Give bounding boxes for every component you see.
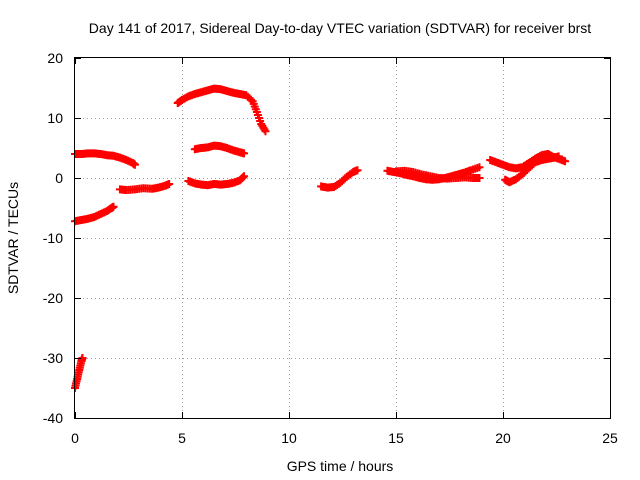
series-arc-10 (392, 166, 484, 183)
plot-border (74, 57, 611, 419)
data-point (261, 127, 270, 136)
data-series (71, 84, 570, 392)
data-point (475, 163, 484, 172)
data-point (561, 157, 570, 166)
y-tick-label: 20 (47, 50, 63, 66)
series-arc-8 (317, 166, 362, 192)
chart-title: Day 141 of 2017, Sidereal Day-to-day VTE… (89, 20, 591, 36)
series-arc-3 (71, 149, 139, 169)
x-tick-label: 25 (602, 430, 618, 446)
series-arc-7 (184, 172, 249, 190)
data-point (247, 95, 256, 104)
series-arc-2 (71, 202, 118, 226)
data-point (165, 180, 174, 188)
x-axis-label: GPS time / hours (287, 458, 394, 474)
y-tick-label: -10 (43, 230, 63, 246)
x-tick-label: 5 (178, 430, 186, 446)
x-tick-label: 0 (71, 430, 79, 446)
data-point (130, 160, 139, 169)
tick-labels: 0 5 10 15 20 25 -40 -30 -20 -10 0 10 20 (43, 50, 618, 446)
grid (75, 58, 610, 418)
y-tick-label: -40 (43, 410, 63, 426)
data-point (475, 174, 484, 182)
data-point (109, 202, 118, 211)
x-tick-label: 10 (281, 430, 297, 446)
series-arc-6 (190, 141, 249, 158)
x-tick-label: 15 (388, 430, 404, 446)
data-point (240, 172, 249, 181)
series-arc-12 (501, 152, 563, 187)
series-arc-4 (115, 180, 174, 194)
x-tick-label: 20 (495, 430, 511, 446)
series-arc-5 (173, 84, 270, 136)
data-point (240, 149, 249, 158)
axis-ticks (75, 58, 611, 419)
y-axis-label: SDTVAR / TECUs (5, 182, 21, 294)
y-tick-label: 10 (47, 110, 63, 126)
y-tick-label: -30 (43, 350, 63, 366)
y-tick-label: -20 (43, 290, 63, 306)
data-point (353, 166, 362, 175)
data-point (238, 173, 247, 182)
y-tick-label: 0 (55, 170, 63, 186)
data-point (554, 152, 563, 161)
